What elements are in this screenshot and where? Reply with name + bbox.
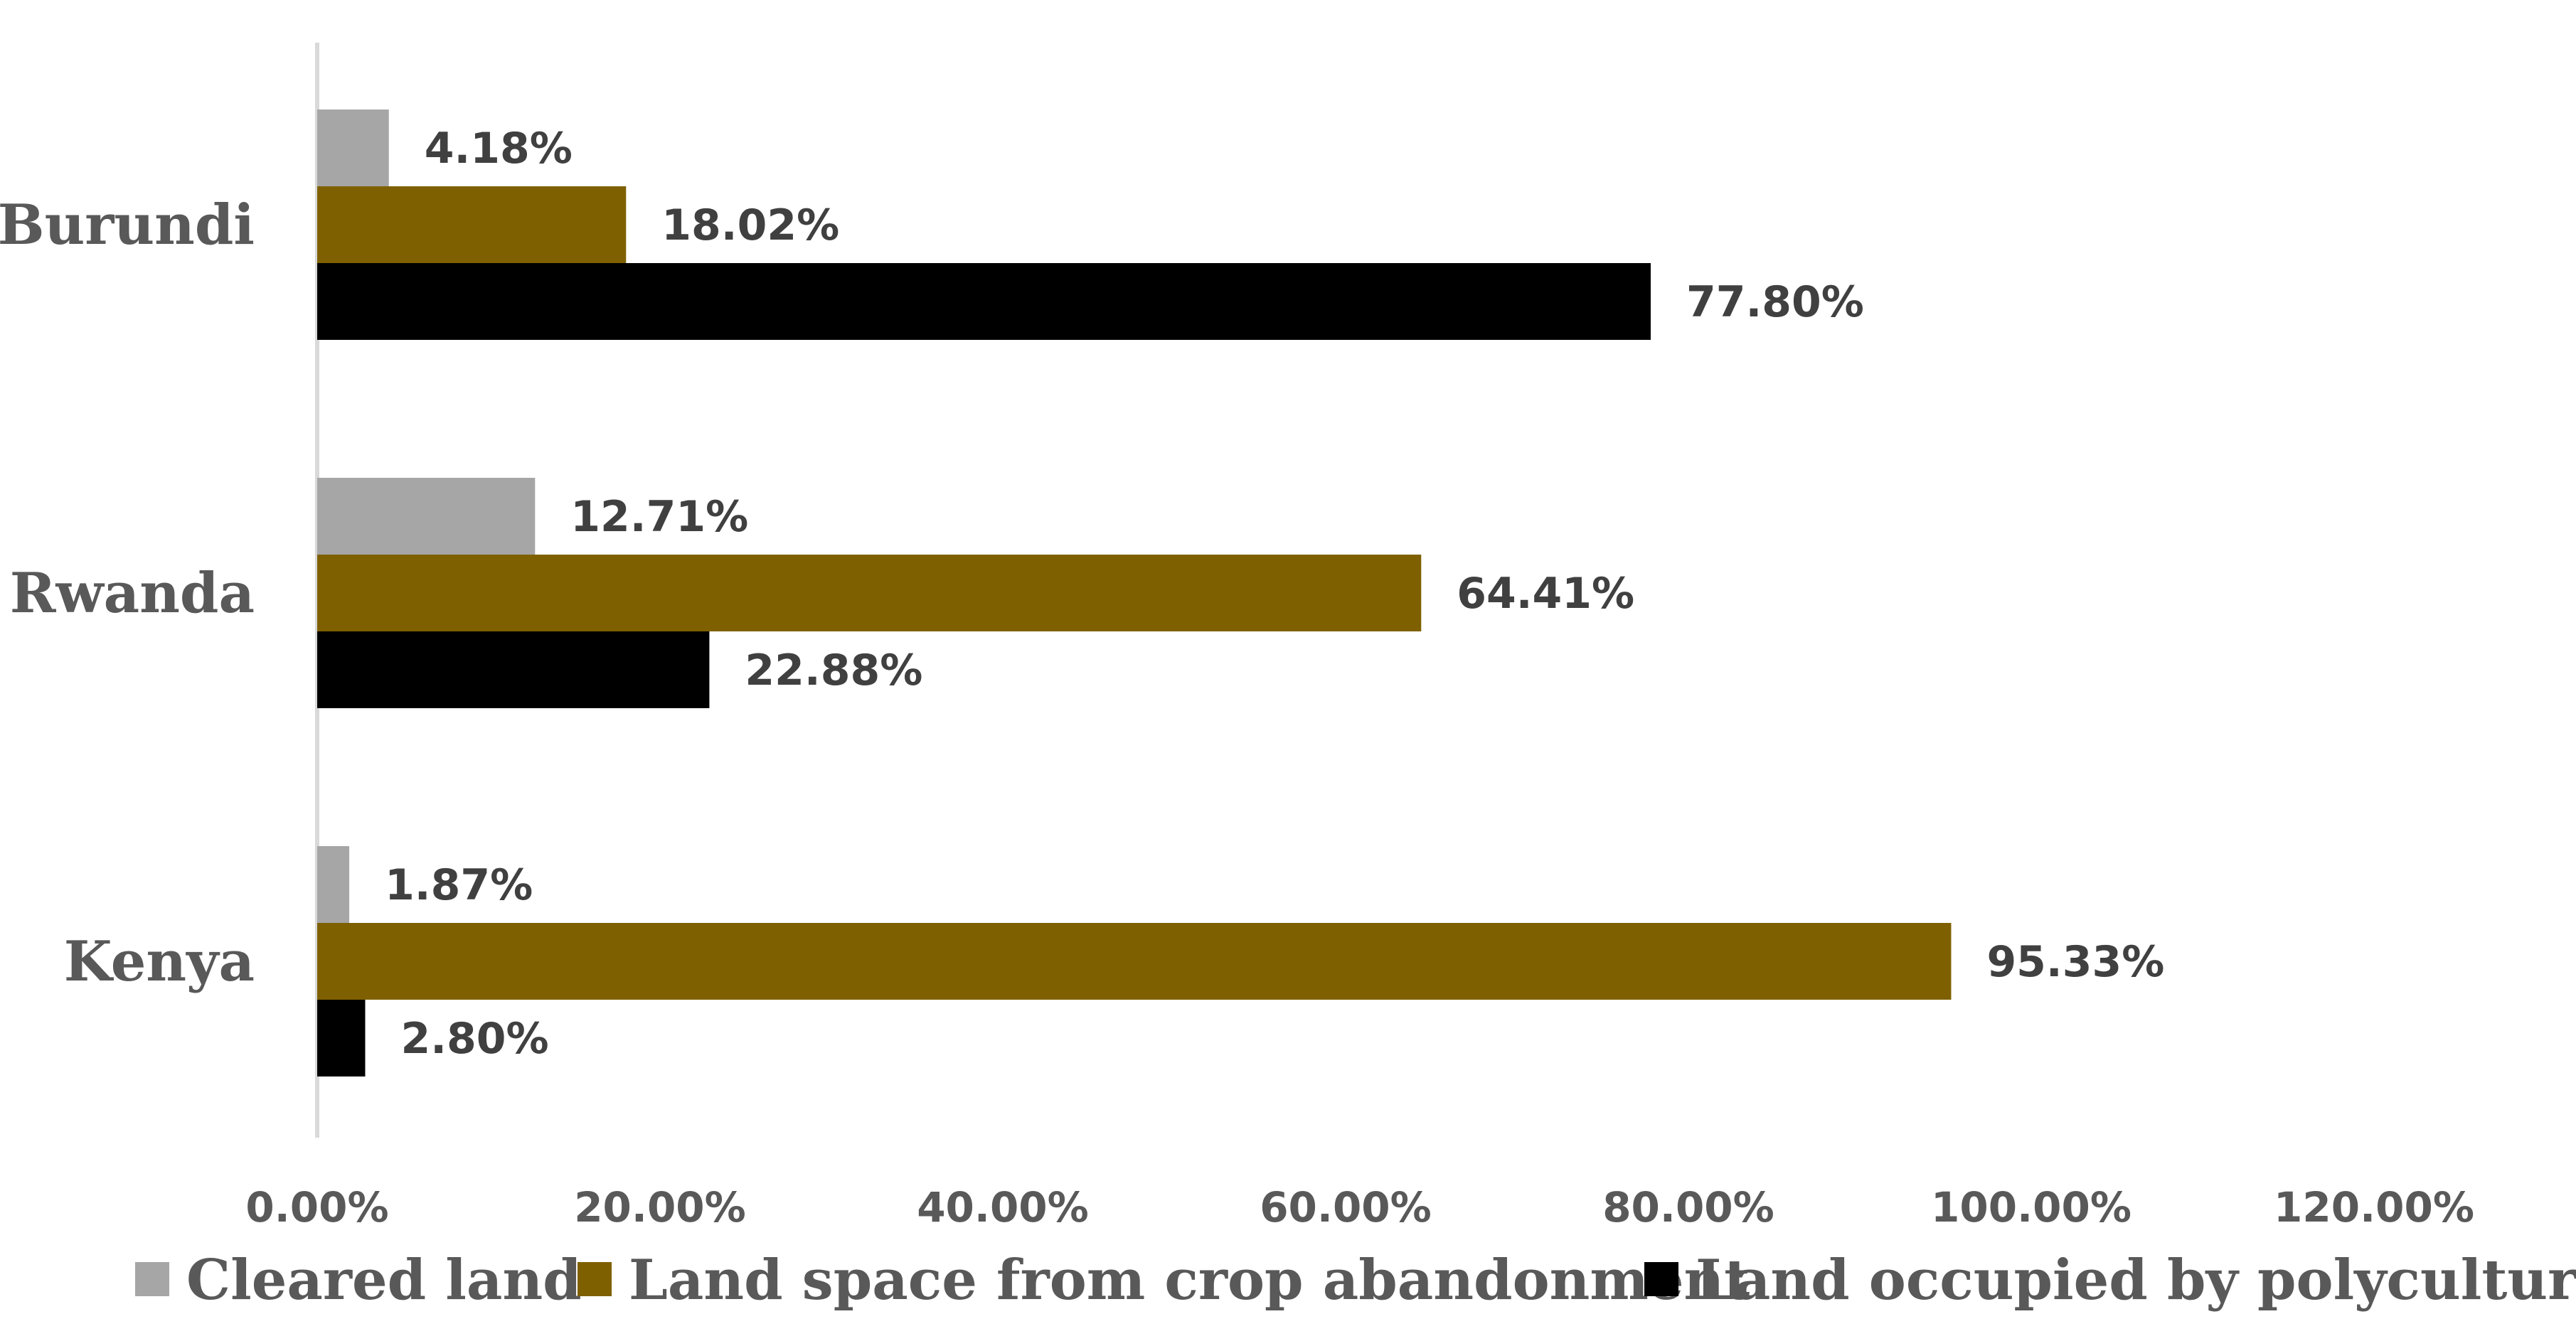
category-label-rwanda: Rwanda [10,561,255,626]
category-labels-group: Burundi Rwanda Kenya [0,193,255,994]
bar-kenya-land-space-from-crop-abandonment [317,923,1952,1000]
legend-swatch-land-space-from-crop-abandonment [578,1262,612,1296]
x-tick-label: 100.00% [1931,1183,2131,1232]
data-label-burundi-land-occupied-by-polyculture: 77.80% [1686,277,1864,327]
x-tick-label: 60.00% [1260,1183,1432,1232]
legend: Cleared land Land space from crop abandon… [135,1248,2576,1313]
legend-label-land-occupied-by-polyculture: Land occupied by polyculture [1696,1248,2576,1313]
data-label-kenya-land-space-from-crop-abandonment: 95.33% [1986,937,2164,987]
x-tick-label: 40.00% [917,1183,1089,1232]
data-labels-group: 4.18% 18.02% 77.80% 12.71% 64.41% 22.88% 1.87%… [385,124,2164,1064]
bars-group [317,109,1952,1076]
data-label-rwanda-land-occupied-by-polyculture: 22.88% [745,646,922,695]
bar-burundi-cleared-land [317,109,389,186]
bar-rwanda-land-space-from-crop-abandonment [317,555,1422,631]
bar-burundi-land-occupied-by-polyculture [317,263,1651,340]
legend-label-land-space-from-crop-abandonment: Land space from crop abandonment [629,1248,1750,1313]
data-label-rwanda-cleared-land: 12.71% [570,492,748,542]
x-tick-label: 0.00% [245,1183,388,1232]
data-label-kenya-cleared-land: 1.87% [385,860,533,910]
x-tick-label: 120.00% [2274,1183,2474,1232]
data-label-kenya-land-occupied-by-polyculture: 2.80% [400,1014,548,1064]
bar-rwanda-cleared-land [317,478,536,555]
data-label-burundi-land-space-from-crop-abandonment: 18.02% [661,201,839,250]
x-tick-label: 80.00% [1602,1183,1774,1232]
data-label-rwanda-land-space-from-crop-abandonment: 64.41% [1457,569,1634,619]
x-tick-labels-group: 0.00% 20.00% 40.00% 60.00% 80.00% 100.00% 120.… [245,1183,2474,1232]
bar-kenya-cleared-land [317,846,350,923]
category-label-kenya: Kenya [64,929,255,994]
data-label-burundi-cleared-land: 4.18% [425,124,573,173]
bar-kenya-land-occupied-by-polyculture [317,1000,366,1076]
category-label-burundi: Burundi [0,193,255,257]
x-tick-label: 20.00% [574,1183,746,1232]
legend-swatch-land-occupied-by-polyculture [1644,1262,1678,1296]
legend-label-cleared-land: Cleared land [186,1248,582,1313]
bar-burundi-land-space-from-crop-abandonment [317,186,627,263]
legend-swatch-cleared-land [135,1262,169,1296]
bar-rwanda-land-occupied-by-polyculture [317,631,710,708]
